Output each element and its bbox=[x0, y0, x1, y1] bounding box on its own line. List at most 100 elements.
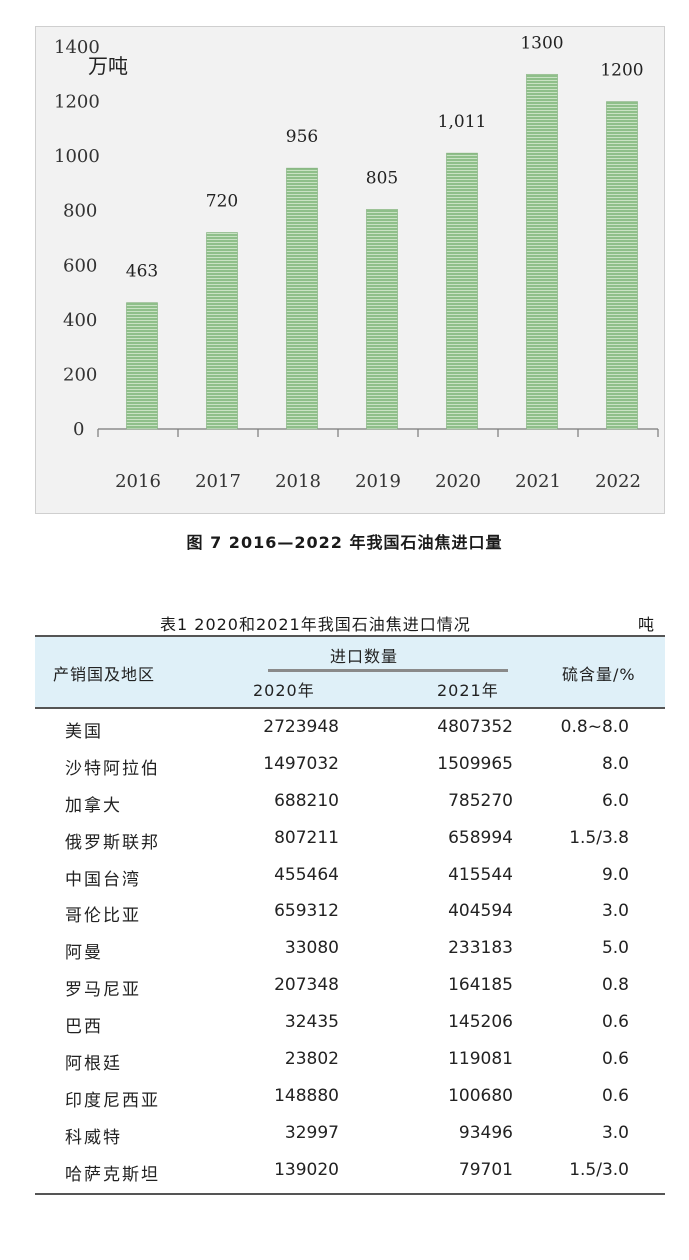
y-tick-label: 1200 bbox=[54, 92, 100, 113]
x-tick-label-2018: 2018 bbox=[275, 471, 321, 492]
row-sulfur: 0.8 bbox=[601, 975, 629, 996]
row-value-2021: 233183 bbox=[448, 938, 513, 959]
row-sulfur: 1.5/3.0 bbox=[569, 1159, 629, 1180]
data-label-2018: 956 bbox=[286, 127, 318, 147]
table-row: 中国台湾 455464 415544 9.0 bbox=[35, 857, 665, 894]
row-sulfur: 0.8~8.0 bbox=[560, 717, 629, 737]
table-bottom-rule bbox=[35, 1192, 665, 1195]
row-region: 罗马尼亚 bbox=[65, 980, 141, 1001]
row-value-2020: 33080 bbox=[284, 938, 339, 959]
row-region: 俄罗斯联邦 bbox=[65, 832, 160, 853]
bar-2019 bbox=[366, 209, 398, 430]
row-region: 美国 bbox=[65, 722, 103, 742]
row-value-2021: 164185 bbox=[448, 975, 513, 996]
row-region: 中国台湾 bbox=[65, 869, 141, 890]
y-unit-label: 万吨 bbox=[88, 54, 128, 78]
row-sulfur: 0.6 bbox=[601, 1085, 629, 1106]
data-label-2019: 805 bbox=[366, 168, 398, 188]
row-value-2021: 100680 bbox=[448, 1085, 513, 1106]
row-value-2021: 119081 bbox=[448, 1049, 513, 1070]
bar-2022 bbox=[606, 101, 638, 430]
header-region: 产销国及地区 bbox=[53, 665, 156, 684]
row-value-2020: 807211 bbox=[274, 827, 339, 848]
data-label-2017: 720 bbox=[206, 192, 238, 212]
table-row: 巴西 32435 145206 0.6 bbox=[35, 1004, 665, 1041]
import-table: 产销国及地区 进口数量 2020年 2021年 硫含量/% 美国 2723948 4… bbox=[35, 635, 665, 1195]
table-row: 印度尼西亚 148880 100680 0.6 bbox=[35, 1078, 665, 1115]
row-region: 哈萨克斯坦 bbox=[65, 1164, 160, 1185]
row-region: 哥伦比亚 bbox=[65, 906, 141, 927]
row-value-2020: 32997 bbox=[284, 1122, 339, 1143]
bar-2021 bbox=[526, 73, 558, 430]
row-region: 阿曼 bbox=[65, 943, 103, 964]
row-region: 印度尼西亚 bbox=[65, 1090, 160, 1111]
table-row: 沙特阿拉伯 1497032 1509965 8.0 bbox=[35, 746, 665, 783]
x-tick-label-2016: 2016 bbox=[115, 471, 161, 492]
table-row: 加拿大 688210 785270 6.0 bbox=[35, 783, 665, 820]
row-value-2020: 688210 bbox=[274, 790, 339, 811]
row-region: 科威特 bbox=[65, 1127, 122, 1148]
header-sulfur: 硫含量/% bbox=[562, 665, 636, 684]
figure-caption: 图 7 2016—2022 年我国石油焦进口量 bbox=[186, 533, 503, 552]
row-value-2021: 404594 bbox=[448, 901, 513, 922]
table-row: 阿曼 33080 233183 5.0 bbox=[35, 930, 665, 967]
data-label-2020: 1,011 bbox=[438, 112, 487, 132]
header-divider bbox=[268, 669, 508, 672]
row-region: 加拿大 bbox=[65, 795, 122, 816]
row-value-2020: 207348 bbox=[274, 975, 339, 996]
chart-container: 0 200 400 600 800 1000 1200 1400 万吨 463 2016 720 201… bbox=[35, 26, 665, 514]
table-row: 哈萨克斯坦 139020 79701 1.5/3.0 bbox=[35, 1152, 665, 1189]
x-tick-label-2017: 2017 bbox=[195, 471, 241, 492]
row-value-2021: 1509965 bbox=[437, 753, 513, 774]
row-sulfur: 0.6 bbox=[601, 1012, 629, 1033]
y-tick-label: 800 bbox=[63, 201, 97, 222]
x-tick-label-2021: 2021 bbox=[515, 471, 561, 492]
row-value-2020: 455464 bbox=[274, 864, 339, 885]
table-row: 美国 2723948 4807352 0.8~8.0 bbox=[35, 709, 665, 746]
row-region: 沙特阿拉伯 bbox=[65, 758, 160, 779]
header-year-2020: 2020年 bbox=[253, 681, 315, 700]
row-value-2021: 145206 bbox=[448, 1012, 513, 1033]
x-tick-label-2020: 2020 bbox=[435, 471, 481, 492]
bar-2018 bbox=[286, 167, 318, 430]
y-tick-label: 1400 bbox=[54, 37, 100, 58]
row-value-2021: 93496 bbox=[458, 1122, 513, 1143]
row-sulfur: 1.5/3.8 bbox=[569, 827, 629, 848]
row-sulfur: 3.0 bbox=[601, 901, 629, 922]
data-label-2016: 463 bbox=[126, 262, 158, 282]
row-value-2020: 32435 bbox=[284, 1012, 339, 1033]
row-value-2021: 79701 bbox=[458, 1159, 513, 1180]
bar-2017 bbox=[206, 232, 238, 430]
header-year-2021: 2021年 bbox=[437, 681, 499, 700]
row-value-2020: 1497032 bbox=[263, 753, 339, 774]
row-region: 阿根廷 bbox=[65, 1054, 122, 1075]
table-row: 哥伦比亚 659312 404594 3.0 bbox=[35, 893, 665, 930]
row-sulfur: 9.0 bbox=[601, 864, 629, 885]
row-region: 巴西 bbox=[65, 1017, 103, 1038]
row-value-2020: 139020 bbox=[274, 1159, 339, 1180]
table-row: 俄罗斯联邦 807211 658994 1.5/3.8 bbox=[35, 820, 665, 857]
row-sulfur: 5.0 bbox=[601, 938, 629, 959]
table-row: 罗马尼亚 207348 164185 0.8 bbox=[35, 967, 665, 1004]
x-tick-label-2022: 2022 bbox=[595, 471, 641, 492]
header-import-volume: 进口数量 bbox=[330, 647, 399, 666]
row-value-2021: 4807352 bbox=[437, 717, 513, 737]
row-sulfur: 8.0 bbox=[601, 753, 629, 774]
bar-2020 bbox=[446, 152, 478, 430]
row-value-2020: 148880 bbox=[274, 1085, 339, 1106]
row-value-2020: 2723948 bbox=[263, 717, 339, 737]
data-label-2021: 1300 bbox=[520, 33, 563, 53]
y-tick-label: 200 bbox=[63, 364, 97, 385]
y-tick-label: 0 bbox=[73, 419, 84, 440]
bar-2016 bbox=[126, 302, 158, 430]
row-value-2020: 659312 bbox=[274, 901, 339, 922]
row-value-2021: 658994 bbox=[448, 827, 513, 848]
y-tick-label: 600 bbox=[63, 255, 97, 276]
y-tick-label: 1000 bbox=[54, 146, 100, 167]
table-body: 美国 2723948 4807352 0.8~8.0 沙特阿拉伯 1497032 15099… bbox=[35, 709, 665, 1189]
table-row: 阿根廷 23802 119081 0.6 bbox=[35, 1041, 665, 1078]
row-sulfur: 6.0 bbox=[601, 790, 629, 811]
table-row: 科威特 32997 93496 3.0 bbox=[35, 1115, 665, 1152]
table-title: 表1 2020和2021年我国石油焦进口情况 bbox=[160, 615, 471, 634]
